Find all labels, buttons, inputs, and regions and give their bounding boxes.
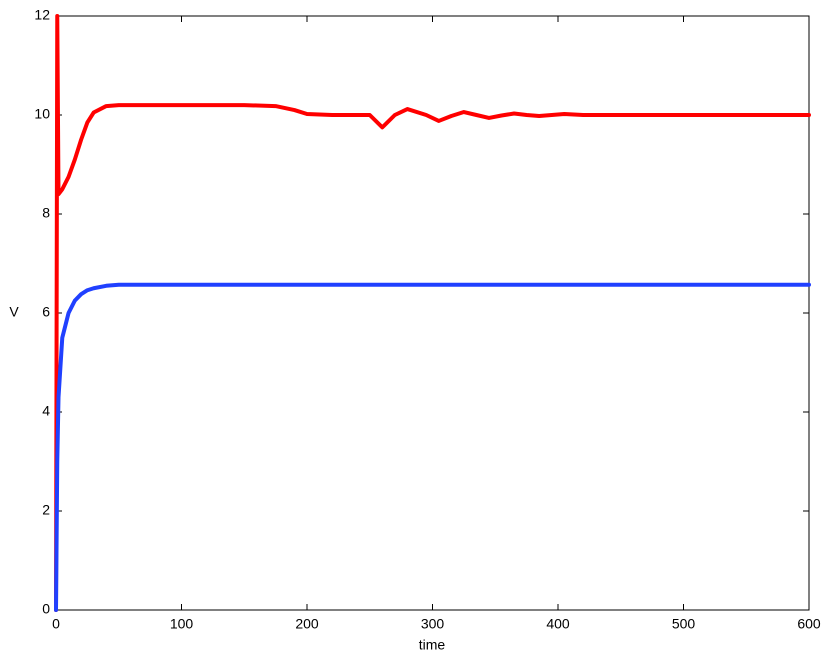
- series-line: [54, 14, 811, 612]
- y-tick-label: 12: [34, 7, 50, 23]
- y-axis-label: V: [9, 304, 19, 320]
- y-tick-label: 6: [42, 304, 50, 320]
- y-tick-label: 0: [42, 601, 50, 617]
- x-tick-label: 600: [797, 616, 821, 632]
- x-tick-label: 0: [52, 616, 60, 632]
- series-line: [54, 282, 811, 612]
- y-tick-label: 10: [34, 106, 50, 122]
- y-tick-label: 8: [42, 205, 50, 221]
- x-tick-label: 400: [546, 616, 570, 632]
- x-tick-label: 200: [295, 616, 319, 632]
- x-tick-label: 300: [421, 616, 445, 632]
- y-tick-label: 4: [42, 403, 50, 419]
- x-tick-label: 500: [672, 616, 696, 632]
- x-axis-label: time: [419, 637, 446, 653]
- y-tick-label: 2: [42, 502, 50, 518]
- x-tick-label: 100: [170, 616, 194, 632]
